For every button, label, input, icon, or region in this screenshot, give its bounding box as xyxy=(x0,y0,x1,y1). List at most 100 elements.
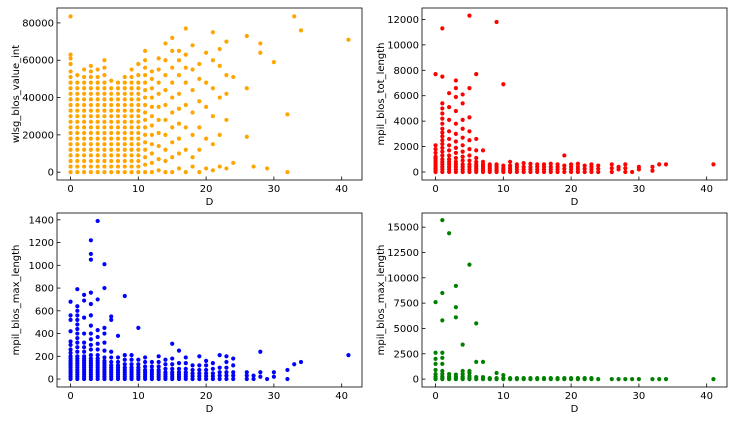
data-point xyxy=(95,97,100,102)
data-point xyxy=(102,158,107,164)
data-point xyxy=(109,314,114,319)
data-point xyxy=(183,52,188,57)
data-point xyxy=(460,158,465,163)
data-point xyxy=(88,102,93,108)
data-point xyxy=(136,119,141,124)
data-point xyxy=(197,147,202,152)
data-point xyxy=(129,362,134,367)
data-point xyxy=(122,142,127,147)
data-point xyxy=(460,162,465,167)
data-point xyxy=(95,142,100,147)
data-point xyxy=(440,106,445,111)
data-point xyxy=(596,377,601,382)
data-point xyxy=(582,166,587,171)
data-point xyxy=(204,80,209,85)
data-point xyxy=(609,377,614,382)
data-point xyxy=(149,123,154,128)
data-point xyxy=(183,370,188,375)
data-point xyxy=(176,370,182,375)
data-point xyxy=(467,368,472,374)
data-point xyxy=(217,95,222,100)
data-point xyxy=(129,136,134,141)
data-point xyxy=(129,125,134,130)
data-point xyxy=(447,153,452,158)
x-axis-label: D xyxy=(571,197,579,208)
data-point xyxy=(88,347,93,352)
data-point xyxy=(82,153,87,158)
data-point xyxy=(224,376,229,382)
data-point xyxy=(440,361,445,367)
data-point xyxy=(210,114,215,119)
data-point xyxy=(68,299,73,304)
data-point xyxy=(102,325,107,330)
data-point xyxy=(528,161,533,166)
data-point xyxy=(616,164,621,170)
data-point xyxy=(467,85,472,91)
data-point xyxy=(176,48,182,54)
data-point xyxy=(176,73,182,78)
y-tick-label: 200 xyxy=(35,352,54,363)
data-point xyxy=(217,46,222,52)
data-point xyxy=(82,136,87,141)
data-point xyxy=(136,357,141,362)
data-point xyxy=(440,111,445,116)
data-point xyxy=(75,170,80,175)
data-point xyxy=(122,170,127,175)
data-point xyxy=(136,73,141,78)
y-tick-label: 40000 xyxy=(22,93,54,104)
data-point xyxy=(575,164,580,170)
data-point xyxy=(514,162,519,167)
data-point xyxy=(176,91,182,96)
data-point xyxy=(143,367,148,373)
data-point xyxy=(115,164,121,169)
data-point xyxy=(204,367,209,373)
data-point xyxy=(224,73,229,78)
data-point xyxy=(68,91,73,96)
data-point xyxy=(440,318,445,323)
data-point xyxy=(136,61,141,67)
data-point xyxy=(231,160,236,165)
x-tick-label: 20 xyxy=(200,184,213,195)
y-tick-label: 2500 xyxy=(394,349,419,360)
data-point xyxy=(122,147,127,152)
data-point xyxy=(170,110,175,115)
data-point xyxy=(143,162,148,167)
data-point xyxy=(474,155,479,161)
data-point xyxy=(176,58,182,63)
data-point xyxy=(541,375,547,381)
data-point xyxy=(521,160,526,166)
data-point xyxy=(440,153,445,158)
data-point xyxy=(68,102,73,108)
data-point xyxy=(224,370,229,375)
data-point xyxy=(122,365,127,370)
data-point xyxy=(467,373,472,379)
data-point xyxy=(535,162,540,167)
data-point xyxy=(251,164,256,169)
data-point xyxy=(197,354,202,359)
data-point xyxy=(102,73,107,78)
data-points xyxy=(68,218,351,382)
data-point xyxy=(102,97,107,102)
data-point xyxy=(609,162,614,167)
data-point xyxy=(129,80,134,85)
data-point xyxy=(122,130,127,136)
data-point xyxy=(102,80,107,85)
data-point xyxy=(102,102,107,108)
data-point xyxy=(433,147,438,152)
x-tick-label: 0 xyxy=(432,184,438,195)
data-point xyxy=(136,102,141,108)
data-point xyxy=(251,373,256,378)
data-point xyxy=(115,158,121,164)
data-point xyxy=(143,58,148,63)
data-point xyxy=(197,371,202,376)
data-point xyxy=(440,116,445,121)
data-point xyxy=(163,117,168,123)
data-point xyxy=(129,365,134,370)
data-point xyxy=(136,91,141,96)
data-point xyxy=(508,375,513,381)
data-point xyxy=(548,161,553,166)
data-point xyxy=(562,153,567,158)
data-point xyxy=(210,361,215,366)
data-point xyxy=(115,91,121,96)
data-point xyxy=(115,153,121,158)
